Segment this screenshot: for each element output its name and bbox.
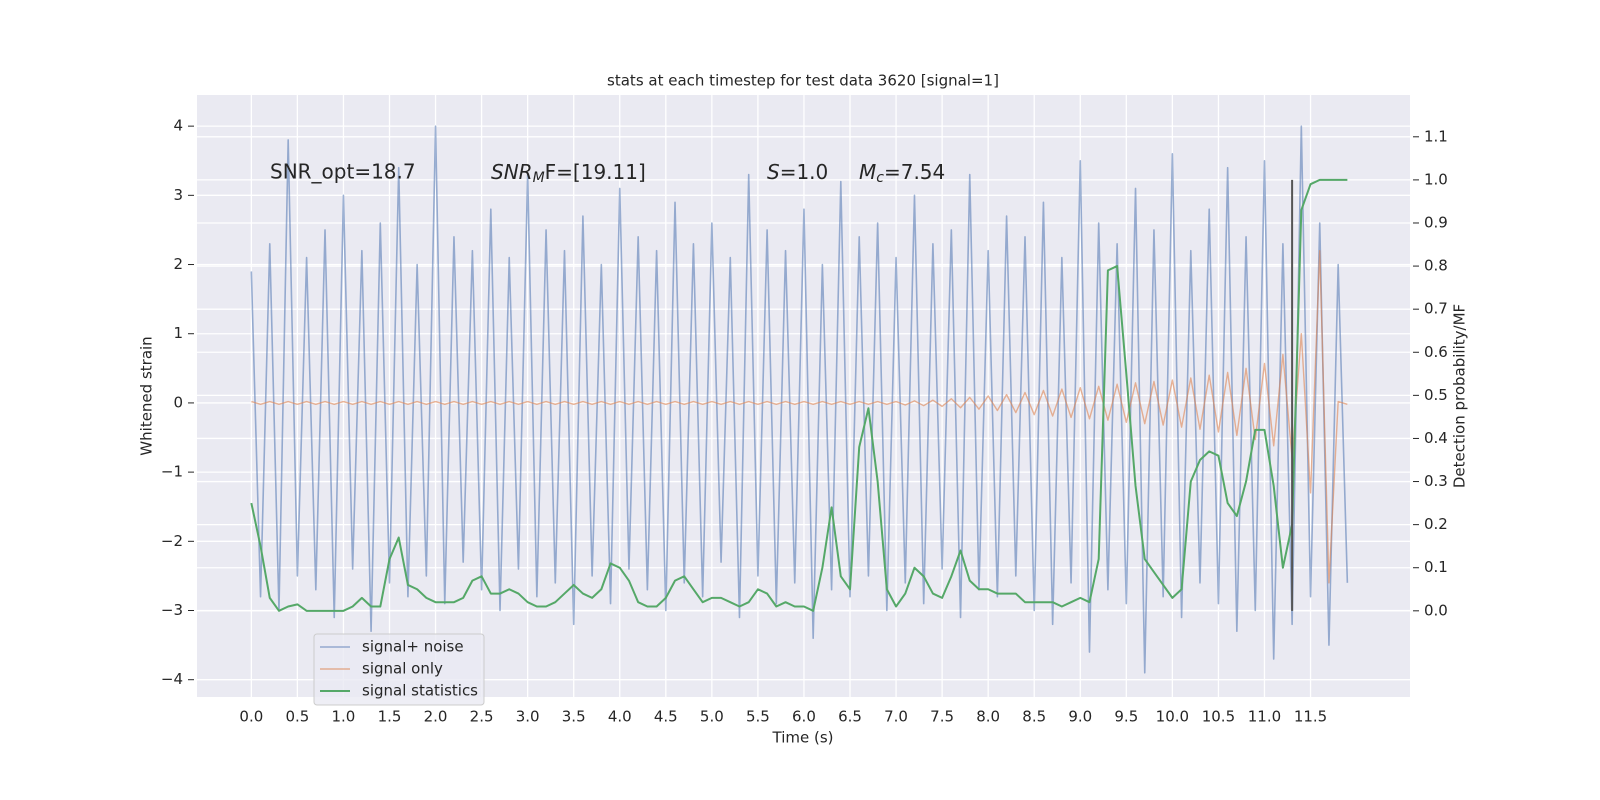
- y2-tick-label: 0.6: [1424, 343, 1448, 361]
- x-tick-label: 11.0: [1248, 708, 1281, 726]
- y-tick-label: 1: [173, 324, 183, 342]
- x-tick-label: 0.5: [285, 708, 309, 726]
- x-tick-label: 2.5: [470, 708, 494, 726]
- chart-title: stats at each timestep for test data 362…: [607, 72, 999, 90]
- x-tick-label: 0.0: [239, 708, 263, 726]
- x-tick-label: 9.5: [1114, 708, 1138, 726]
- x-tick-label: 4.5: [654, 708, 678, 726]
- y2-tick-label: 0.9: [1424, 213, 1448, 231]
- annotation: Mc=7.54: [859, 160, 945, 187]
- annotation: SNRMF=[19.11]: [491, 160, 646, 187]
- x-tick-label: 3.0: [516, 708, 540, 726]
- annotation-rest: =7.54: [884, 160, 945, 184]
- series-line: [250, 178, 1348, 612]
- y-tick-label: −1: [161, 463, 183, 481]
- x-tick-label: 5.0: [700, 708, 724, 726]
- y-tick-label: 2: [173, 255, 183, 273]
- annotation: S=1.0: [767, 160, 828, 184]
- y2-tick-label: 0.3: [1424, 472, 1448, 490]
- x-tick-label: 2.0: [424, 708, 448, 726]
- y-tick-label: 0: [173, 393, 183, 411]
- legend-box: [313, 633, 485, 706]
- y2-tick-label: 0.1: [1424, 558, 1448, 576]
- y-axis-label: Whitened strain: [138, 336, 156, 455]
- x-tick-label: 10.5: [1202, 708, 1235, 726]
- annotation-sub: M: [533, 170, 545, 186]
- x-tick-label: 1.0: [332, 708, 356, 726]
- y2-tick-label: 0.0: [1424, 601, 1448, 619]
- x-tick-label: 1.5: [378, 708, 402, 726]
- x-tick-label: 6.5: [838, 708, 862, 726]
- annotation-main: S: [767, 160, 780, 184]
- x-tick-label: 9.0: [1068, 708, 1092, 726]
- x-tick-label: 5.5: [746, 708, 770, 726]
- x-tick-label: 7.0: [884, 708, 908, 726]
- series-line: [251, 249, 1348, 584]
- annotation-rest: =1.0: [780, 160, 829, 184]
- annotation-rest: F=[19.11]: [545, 160, 646, 184]
- y2-tick-label: 0.2: [1424, 515, 1448, 533]
- x-tick-label: 6.0: [792, 708, 816, 726]
- x-tick-label: 3.5: [562, 708, 586, 726]
- y-tick-label: −3: [161, 601, 183, 619]
- annotation-main: SNR: [491, 160, 533, 184]
- y2-tick-label: 1.1: [1424, 127, 1448, 145]
- x-tick-label: 11.5: [1294, 708, 1327, 726]
- x-tick-label: 10.0: [1156, 708, 1189, 726]
- y-tick-label: −2: [161, 532, 183, 550]
- x-tick-label: 8.5: [1022, 708, 1046, 726]
- annotation-sub: c: [876, 170, 884, 186]
- x-tick-label: 8.0: [976, 708, 1000, 726]
- y2-tick-label: 0.8: [1424, 257, 1448, 275]
- y2-tick-label: 0.5: [1424, 386, 1448, 404]
- annotation: SNR_opt=18.7: [270, 160, 416, 184]
- y-tick-label: 3: [173, 186, 183, 204]
- x-tick-label: 7.5: [930, 708, 954, 726]
- y2-tick-label: 0.4: [1424, 429, 1448, 447]
- legend-label: signal only: [362, 660, 443, 678]
- annotation-main: M: [859, 160, 876, 184]
- x-tick-label: 4.0: [608, 708, 632, 726]
- series-line: [250, 125, 1349, 674]
- x-axis-label: Time (s): [772, 729, 834, 747]
- y2-tick-label: 1.0: [1424, 170, 1448, 188]
- legend-label: signal statistics: [362, 682, 478, 700]
- legend-label: signal+ noise: [362, 638, 464, 656]
- y2-axis-label: Detection probability/MF: [1451, 304, 1469, 488]
- y2-tick-label: 0.7: [1424, 300, 1448, 318]
- y-tick-label: 4: [173, 117, 183, 135]
- y-tick-label: −4: [161, 670, 183, 688]
